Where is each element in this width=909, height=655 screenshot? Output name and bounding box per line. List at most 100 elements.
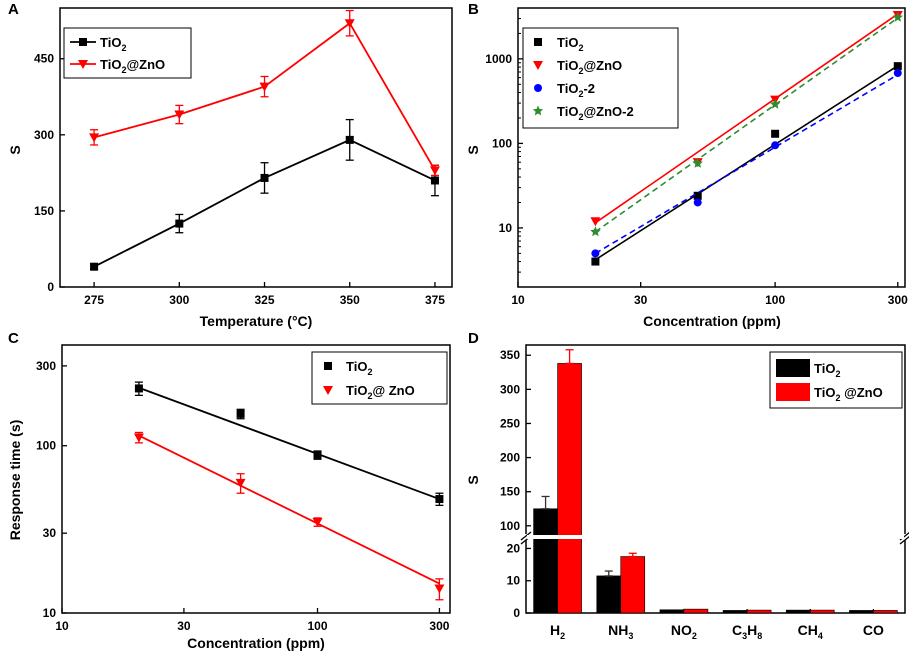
bar	[785, 609, 811, 614]
y-tick-label: 100	[492, 136, 512, 150]
error-bar	[604, 570, 613, 577]
legend-label: TiO2@ZnO	[557, 58, 622, 76]
y-tick-label: 0	[513, 606, 520, 620]
y-tick-label: 150	[500, 485, 520, 499]
y-tick-label: 20	[507, 541, 521, 555]
legend-label: TiO2-2	[557, 81, 595, 99]
plot-frame	[59, 7, 453, 288]
data-point	[893, 62, 902, 71]
data-point	[591, 257, 600, 266]
legend-label: TiO2@ZnO-2	[557, 104, 634, 122]
legend-box	[522, 27, 679, 129]
x-category-label: NO2	[671, 622, 697, 641]
y-tick-label: 300	[36, 359, 56, 373]
y-axis-label: S	[465, 475, 481, 484]
panel-b: B 10 30 100 300 10 100 1000 Concentration (ppm) S…	[465, 1, 908, 329]
data-point	[175, 219, 184, 228]
data-point	[892, 11, 903, 22]
y-tick-label: 150	[34, 204, 54, 218]
data-point	[134, 384, 143, 393]
fit-line	[594, 17, 899, 233]
x-tick-label: 100	[307, 619, 327, 633]
fit-line	[594, 74, 899, 255]
data-point	[435, 495, 444, 504]
y-tick-label: 100	[36, 439, 56, 453]
x-tick-label: 30	[634, 293, 648, 307]
y-tick-label: 350	[500, 348, 520, 362]
data-point	[591, 249, 600, 258]
data-point	[693, 191, 702, 200]
x-tick-label: 325	[255, 293, 275, 307]
data-point	[771, 141, 780, 150]
bar	[620, 556, 646, 614]
y-tick-label: 0	[47, 280, 54, 294]
x-category-label: CH4	[798, 622, 823, 641]
y-tick-label: 10	[43, 606, 57, 620]
legend-label: TiO2	[346, 359, 372, 377]
x-category-label: NH3	[608, 622, 633, 641]
bar	[683, 608, 709, 614]
legend-marker	[534, 84, 542, 92]
x-tick-label: 275	[84, 293, 104, 307]
error-bar	[628, 552, 637, 558]
bar	[722, 610, 748, 614]
data-point	[771, 129, 780, 138]
data-point	[893, 69, 902, 78]
data-point	[590, 226, 601, 237]
y-axis-label: Response time (s)	[7, 420, 23, 541]
data-point	[769, 98, 781, 109]
data-point	[236, 409, 245, 418]
legend-label: TiO2	[557, 35, 583, 53]
legend-label: TiO2	[100, 35, 126, 53]
x-tick-label: 300	[429, 619, 449, 633]
legend-label: TiO2@ZnO	[100, 57, 165, 75]
data-point	[344, 19, 355, 29]
data-point	[133, 433, 144, 443]
bar	[596, 575, 622, 614]
panel-d: D 0 10 20 100 150 200 250 300 350 S H2 NH3 NO2 C3H8 CH4…	[465, 330, 909, 641]
legend-label: TiO2 @ZnO	[814, 385, 883, 403]
x-category-label: C3H8	[732, 622, 762, 641]
x-tick-label: 30	[177, 619, 191, 633]
x-tick-label: 10	[511, 293, 525, 307]
x-tick-label: 300	[888, 293, 908, 307]
bar	[746, 609, 772, 614]
bar	[659, 609, 685, 614]
panel-label-b: B	[468, 1, 479, 18]
bar	[557, 363, 582, 614]
data-point	[313, 451, 322, 460]
panel-c: C 10 30 100 300 10 30 100 300 Concentration (ppm)…	[7, 330, 451, 651]
bar	[849, 610, 874, 614]
y-tick-label: 10	[507, 574, 521, 588]
legend-label: TiO2@ ZnO	[346, 383, 415, 401]
data-point	[590, 217, 601, 227]
x-category-label: CO	[863, 622, 884, 638]
y-axis-label: S	[7, 145, 23, 154]
y-tick-label: 200	[500, 451, 520, 465]
y-tick-label: 450	[34, 52, 54, 66]
series-line	[93, 138, 436, 268]
bar	[533, 508, 558, 614]
axis-break-gap	[527, 535, 904, 539]
legend-marker	[533, 61, 543, 70]
data-point	[90, 262, 99, 271]
fit-line	[138, 386, 440, 500]
legend-marker	[324, 362, 332, 370]
y-tick-label: 300	[34, 128, 54, 142]
error-bar	[565, 349, 574, 365]
legend-box	[63, 27, 192, 79]
panel-label-d: D	[468, 330, 479, 347]
axis-break-mark	[899, 535, 909, 545]
data-point	[174, 110, 185, 120]
y-tick-label: 30	[43, 526, 57, 540]
fit-line	[594, 13, 899, 224]
legend-marker	[532, 105, 544, 116]
bar	[873, 610, 898, 614]
legend-swatch	[776, 383, 810, 401]
x-axis-label: Concentration (ppm)	[187, 635, 325, 651]
legend-marker	[78, 60, 88, 69]
panel-label-a: A	[8, 1, 19, 18]
y-tick-label: 10	[499, 221, 513, 235]
data-point	[260, 173, 269, 182]
